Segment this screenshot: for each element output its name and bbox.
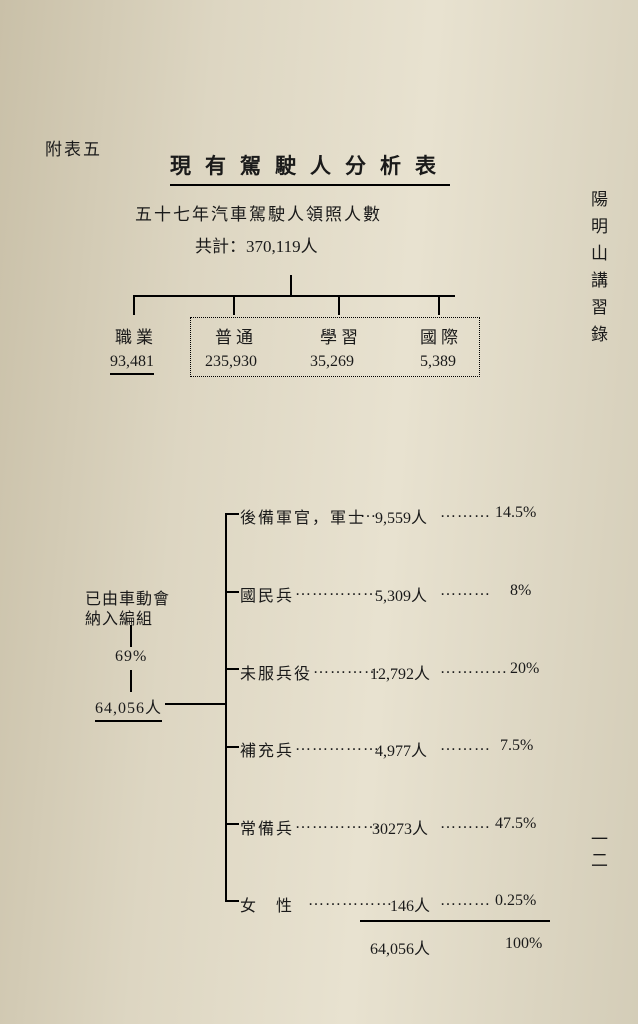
category-value-highlighted: 93,481 [110,353,154,375]
tree-branch [133,295,135,315]
row-people: 9,559人 [375,504,427,528]
row-people: 30273人 [372,815,428,839]
row-label: 補充兵 [240,737,294,761]
row-label: 後備軍官，軍士 [240,504,366,528]
category-tree: 職業 93,481 普通 235,930 學習 35,269 國際 5,389 [110,275,470,385]
category-value: 5,389 [420,353,456,371]
tree-branch [338,295,340,315]
tree-branch [233,295,235,315]
row-dots: …………… [295,815,380,833]
table-title: 現有駕駛人分析表 [170,150,450,186]
subtitle: 五十七年汽車駕駛人領照人數 [135,200,382,225]
source-percent: 69% [115,648,147,666]
appendix-label: 附表五 [45,135,102,160]
tree-branch [225,900,239,902]
total-line: 共計：370,119人 [195,232,318,257]
category-label: 學習 [320,323,362,348]
row-label: 國民兵 [240,582,294,606]
source-label-line2: 納入編組 [85,605,153,629]
tree-branch [225,513,239,515]
row-dots: …………… [308,892,393,910]
tree-branch [225,591,239,593]
total-pct: 100% [505,935,542,953]
tree-branch [225,823,239,825]
tree-stem [130,625,132,647]
category-label: 國際 [420,323,462,348]
category-label: 職業 [115,323,157,348]
tree-spine [225,513,227,900]
tree-branch [438,295,440,315]
page-number-vertical: 一二 [585,830,610,872]
total-rule [360,920,550,922]
row-dots: …………… [295,582,380,600]
row-pct: 8% [510,582,531,600]
row-dots: ………… [440,660,508,678]
row-label: 未服兵役 [240,660,312,684]
row-people: 4,977人 [375,737,427,761]
tree-stem [130,670,132,692]
row-dots: ……… [440,892,491,910]
tree-branch [225,668,239,670]
row-pct: 47.5% [495,815,536,833]
row-dots: ……… [440,504,491,522]
row-pct: 20% [510,660,539,678]
category-value: 235,930 [205,353,257,371]
title-block: 現有駕駛人分析表 [140,150,480,186]
row-pct: 14.5% [495,504,536,522]
row-dots: ……… [440,815,491,833]
row-dots: ……… [440,737,491,755]
tree-connector [165,703,225,705]
row-pct: 0.25% [495,892,536,910]
row-dots: …………… [295,737,380,755]
row-people: 12,792人 [370,660,430,684]
row-label: 女 性 [240,892,294,916]
row-people: 146人 [390,892,430,916]
row-dots: ……… [440,582,491,600]
source-value: 64,056人 [95,694,162,722]
publication-title-vertical: 陽明山講習錄 [585,190,610,352]
tree-stem [290,275,292,295]
category-label: 普通 [215,323,257,348]
page-root: 陽明山講習錄 一二 附表五 現有駕駛人分析表 五十七年汽車駕駛人領照人數 共計：… [0,0,638,1024]
breakdown-tree: 已由車動會 納入編組 69% 64,056人 後備軍官，軍士 … 9,559人 … [85,490,565,940]
tree-hbar [135,295,455,297]
tree-branch [225,746,239,748]
row-pct: 7.5% [500,737,533,755]
row-label: 常備兵 [240,815,294,839]
total-people: 64,056人 [370,935,430,959]
category-value: 35,269 [310,353,354,371]
row-people: 5,309人 [375,582,427,606]
